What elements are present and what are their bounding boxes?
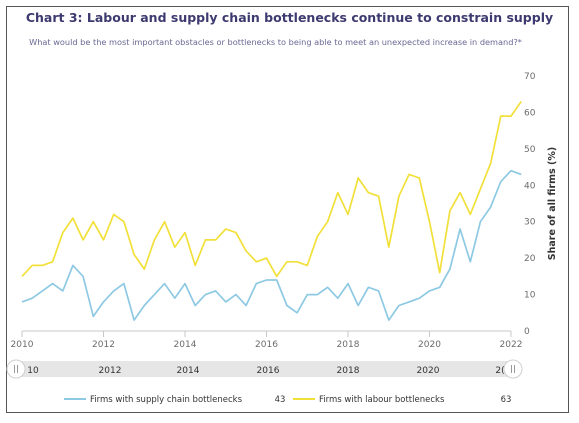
chart-frame xyxy=(6,6,569,413)
navigator-track[interactable] xyxy=(14,361,515,377)
navigator-label: 2( xyxy=(495,366,504,376)
legend-value: 63 xyxy=(501,395,512,405)
legend-value: 43 xyxy=(275,395,286,405)
y-tick-label: 0 xyxy=(524,327,530,337)
legend-label: Firms with labour bottlenecks xyxy=(319,395,445,405)
x-tick-label: 2022 xyxy=(500,340,523,350)
y-tick-label: 50 xyxy=(524,145,536,155)
labour-series-line xyxy=(21,101,522,278)
x-tick-label: 2016 xyxy=(255,340,278,350)
navigator-label: 2018 xyxy=(337,366,360,376)
x-tick-label: 2010 xyxy=(11,340,34,350)
navigator-label: 10 xyxy=(27,366,39,376)
navigator-label: 2020 xyxy=(417,366,440,376)
y-tick-label: 40 xyxy=(524,181,536,191)
x-tick-label: 2014 xyxy=(174,340,197,350)
y-tick-label: 30 xyxy=(524,218,536,228)
y-axis-label: Share of all firms (%) xyxy=(547,147,558,260)
y-tick-label: 20 xyxy=(524,254,536,264)
range-navigator[interactable]: 10 2012 2014 2016 2018 2020 2( xyxy=(6,359,523,379)
navigator-left-handle[interactable] xyxy=(6,359,26,379)
x-tick-label: 2020 xyxy=(418,340,441,350)
navigator-label: 2014 xyxy=(177,366,200,376)
y-tick-label: 60 xyxy=(524,108,536,118)
legend-item[interactable]: Firms with labour bottlenecks 63 xyxy=(293,395,511,405)
supply-chain-series-line xyxy=(21,169,522,321)
legend: Firms with supply chain bottlenecks 43 Fir… xyxy=(64,395,511,405)
legend-label: Firms with supply chain bottlenecks xyxy=(90,395,243,405)
y-tick-label: 70 xyxy=(524,72,536,82)
scroll-handle-icon[interactable] xyxy=(503,359,523,379)
y-tick-label: 10 xyxy=(524,291,536,301)
navigator-label: 2012 xyxy=(99,366,122,376)
navigator-right-handle[interactable] xyxy=(503,359,523,379)
chart-title: Chart 3: Labour and supply chain bottlen… xyxy=(25,10,554,25)
x-tick-label: 2018 xyxy=(337,340,360,350)
plot-area xyxy=(21,101,522,321)
scroll-handle-icon[interactable] xyxy=(6,359,26,379)
chart-subtitle: What would be the most important obstacl… xyxy=(29,37,522,47)
x-tick-label: 2012 xyxy=(92,340,115,350)
navigator-label: 2016 xyxy=(257,366,280,376)
x-axis: 2010 2012 2014 2016 2018 2020 2022 xyxy=(11,330,523,350)
legend-item[interactable]: Firms with supply chain bottlenecks 43 xyxy=(64,395,285,405)
y-axis: 0 10 20 30 40 50 60 70 xyxy=(524,72,536,337)
